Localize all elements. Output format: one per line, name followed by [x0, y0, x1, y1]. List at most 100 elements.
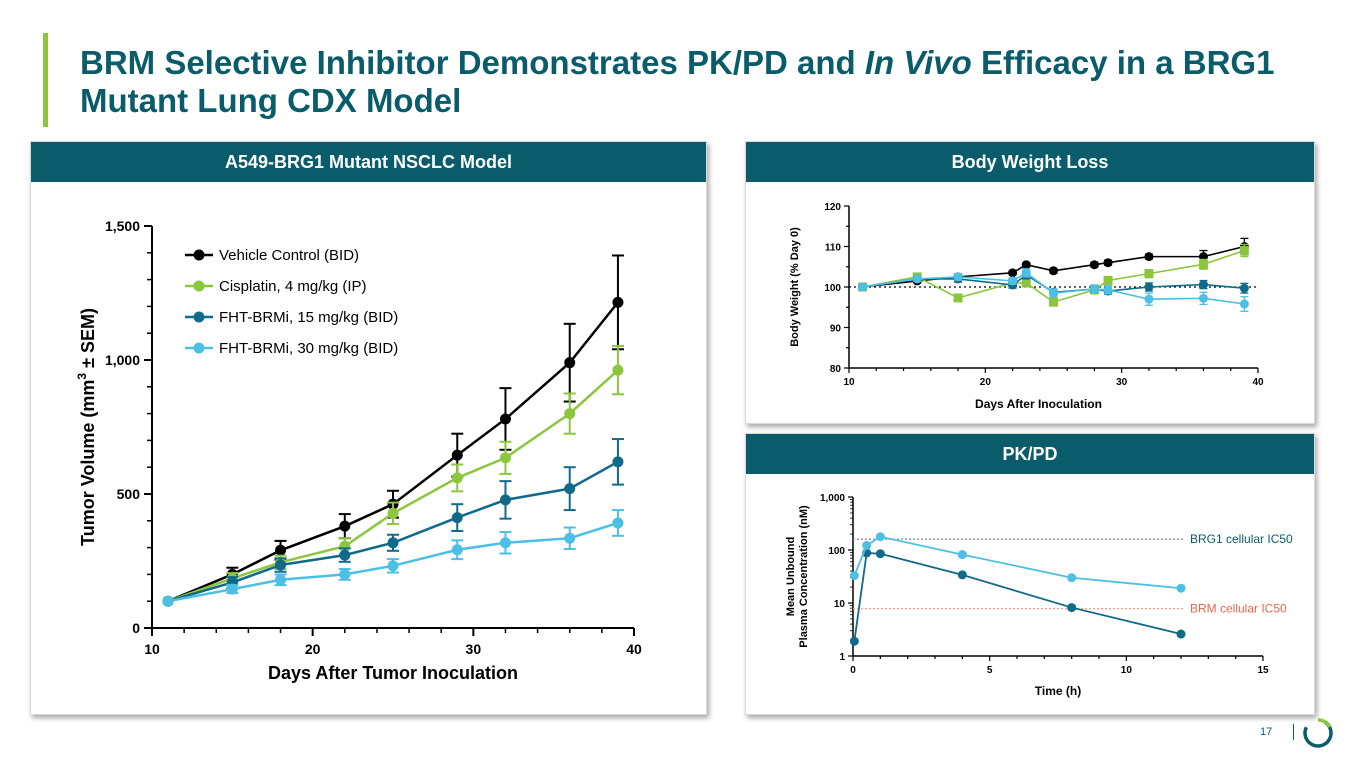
data-point-vehicle-control-bid — [275, 544, 287, 556]
data-point-fht-brmi-30-mg-kg-bid — [162, 595, 174, 607]
tumor-volume-panel: A549-BRG1 Mutant NSCLC Model 0 500 1,000 1,… — [30, 141, 707, 715]
body-weight-chart: 80 90 100 110 120 10 20 30 40 Days After Inoculat… — [789, 202, 1264, 411]
data-point-fht-brmi-30-mg-kg-bid — [862, 540, 872, 550]
data-point-fht-brmi-30-mg-kg-bid — [387, 560, 399, 572]
legend-label: FHT-BRMi, 15 mg/kg (BID) — [219, 309, 398, 326]
data-point-fht-brmi-30-mg-kg-bid — [1239, 299, 1249, 309]
x-tick-label: 0 — [850, 665, 856, 676]
data-point-fht-brmi-30-mg-kg-bid — [953, 272, 963, 282]
data-point-cisplatin-4-mg-kg-ip — [1239, 246, 1249, 256]
title-accent-bar — [43, 33, 48, 127]
data-point-fht-brmi-30-mg-kg-bid — [339, 568, 351, 580]
data-point-cisplatin-4-mg-kg-ip — [1198, 259, 1208, 269]
data-point-vehicle-control-bid — [1021, 260, 1031, 270]
data-point-fht-brmi-15-mg-kg-bid — [1144, 282, 1154, 292]
x-tick-label: 20 — [305, 641, 321, 657]
data-point-cisplatin-4-mg-kg-ip — [953, 293, 963, 303]
y-axis-title-line-1: Mean Unbound — [785, 537, 797, 616]
data-point-vehicle-control-bid — [1103, 258, 1113, 268]
data-point-fht-brmi-15-mg-kg-bid — [564, 483, 576, 495]
data-point-fht-brmi-30-mg-kg-bid — [1176, 583, 1186, 593]
legend-marker-fht-brmi-15-mg-kg-bid — [193, 311, 205, 323]
data-point-fht-brmi-30-mg-kg-bid — [451, 544, 463, 556]
data-point-fht-brmi-30-mg-kg-bid — [1067, 573, 1077, 583]
legend-marker-fht-brmi-30-mg-kg-bid — [193, 342, 205, 354]
data-point-vehicle-control-bid — [1008, 268, 1018, 278]
data-point-fht-brmi-30-mg-kg-bid — [275, 574, 287, 586]
data-point-fht-brmi-15-mg-kg-bid — [275, 559, 287, 571]
x-axis-title: Time (h) — [1035, 684, 1081, 698]
data-point-fht-brmi-15-mg-kg-bid — [451, 512, 463, 524]
company-logo-icon — [1303, 718, 1333, 748]
data-point-fht-brmi-30-mg-kg-bid — [957, 550, 967, 560]
data-point-fht-brmi-30-mg-kg-bid — [1144, 294, 1154, 304]
data-point-cisplatin-4-mg-kg-ip — [499, 452, 511, 464]
pkpd-chart: 1 10 100 1,000 0 5 10 15 Time (h) Mean Unbound Pla… — [785, 493, 1293, 698]
data-point-fht-brmi-15-mg-kg-bid — [1239, 283, 1249, 293]
data-point-fht-brmi-30-mg-kg-bid — [1021, 268, 1031, 278]
series-line-fht-brmi-15-mg-kg-bid — [853, 551, 1182, 642]
pkpd-panel-title: PK/PD — [746, 434, 1314, 474]
data-point-fht-brmi-30-mg-kg-bid — [1198, 293, 1208, 303]
data-point-cisplatin-4-mg-kg-ip — [612, 364, 624, 376]
data-point-cisplatin-4-mg-kg-ip — [1103, 276, 1113, 286]
x-tick-label: 20 — [980, 377, 992, 388]
x-tick-label: 10 — [144, 641, 160, 657]
legend-label: Vehicle Control (BID) — [219, 247, 359, 264]
x-tick-label: 10 — [1121, 665, 1133, 676]
page-separator — [1293, 724, 1294, 740]
data-point-vehicle-control-bid — [1049, 266, 1058, 276]
tumor-panel-title: A549-BRG1 Mutant NSCLC Model — [31, 142, 706, 182]
data-point-fht-brmi-15-mg-kg-bid — [957, 570, 967, 580]
data-point-fht-brmi-30-mg-kg-bid — [1103, 285, 1113, 295]
y-tick-label: 0 — [132, 620, 140, 636]
body-weight-panel-title: Body Weight Loss — [746, 142, 1314, 182]
data-point-vehicle-control-bid — [1089, 260, 1099, 270]
data-point-fht-brmi-30-mg-kg-bid — [226, 583, 238, 595]
y-axis-title: Body Weight (% Day 0) — [789, 227, 801, 347]
y-axis-title-superscript: 3 — [75, 373, 89, 380]
data-point-fht-brmi-15-mg-kg-bid — [849, 636, 859, 646]
y-axis-title-part: ± SEM) — [78, 308, 98, 373]
data-point-vehicle-control-bid — [339, 520, 351, 532]
reference-label-brm-cellular-ic50: BRM cellular IC50 — [1190, 602, 1287, 616]
data-point-fht-brmi-30-mg-kg-bid — [564, 532, 576, 544]
reference-label-brg1-cellular-ic50: BRG1 cellular IC50 — [1190, 532, 1293, 546]
title-part-2: Efficacy in a BRG1 Mutant Lung CDX Model — [80, 44, 1275, 119]
data-point-cisplatin-4-mg-kg-ip — [387, 507, 399, 519]
data-point-cisplatin-4-mg-kg-ip — [1144, 269, 1154, 279]
y-tick-label: 100 — [824, 283, 841, 294]
data-point-vehicle-control-bid — [499, 413, 511, 425]
data-point-cisplatin-4-mg-kg-ip — [1021, 278, 1031, 288]
data-point-fht-brmi-15-mg-kg-bid — [612, 456, 624, 468]
tumor-volume-chart: 0 500 1,000 1,500 10 20 30 40 Days After Tumor I… — [75, 218, 642, 683]
title-italic: In Vivo — [864, 44, 972, 81]
y-axis-title: Tumor Volume (mm3 ± SEM) — [75, 308, 98, 546]
data-point-fht-brmi-30-mg-kg-bid — [1008, 276, 1018, 286]
x-axis-title: Days After Inoculation — [975, 397, 1102, 411]
data-point-fht-brmi-30-mg-kg-bid — [499, 537, 511, 549]
y-tick-label: 90 — [830, 324, 842, 335]
data-point-fht-brmi-15-mg-kg-bid — [339, 549, 351, 561]
data-point-vehicle-control-bid — [1144, 252, 1154, 262]
page-number: 17 — [1260, 726, 1273, 738]
x-axis-title: Days After Tumor Inoculation — [268, 663, 518, 683]
data-point-fht-brmi-30-mg-kg-bid — [912, 274, 922, 284]
data-point-fht-brmi-30-mg-kg-bid — [875, 532, 885, 542]
data-point-fht-brmi-15-mg-kg-bid — [499, 494, 511, 506]
y-tick-label: 1,500 — [105, 218, 140, 234]
data-point-fht-brmi-30-mg-kg-bid — [612, 517, 624, 529]
data-point-vehicle-control-bid — [564, 357, 576, 369]
y-tick-label: 80 — [830, 364, 842, 375]
x-tick-label: 30 — [1116, 377, 1128, 388]
data-point-fht-brmi-30-mg-kg-bid — [1049, 288, 1058, 298]
x-tick-label: 15 — [1257, 665, 1269, 676]
x-tick-label: 40 — [1252, 377, 1264, 388]
x-tick-label: 5 — [987, 665, 993, 676]
data-point-fht-brmi-15-mg-kg-bid — [875, 549, 885, 559]
x-tick-label: 40 — [626, 641, 642, 657]
y-tick-label: 1,000 — [820, 493, 845, 504]
legend-label: FHT-BRMi, 30 mg/kg (BID) — [219, 340, 398, 357]
data-point-fht-brmi-15-mg-kg-bid — [387, 537, 399, 549]
y-tick-label: 100 — [828, 546, 845, 557]
